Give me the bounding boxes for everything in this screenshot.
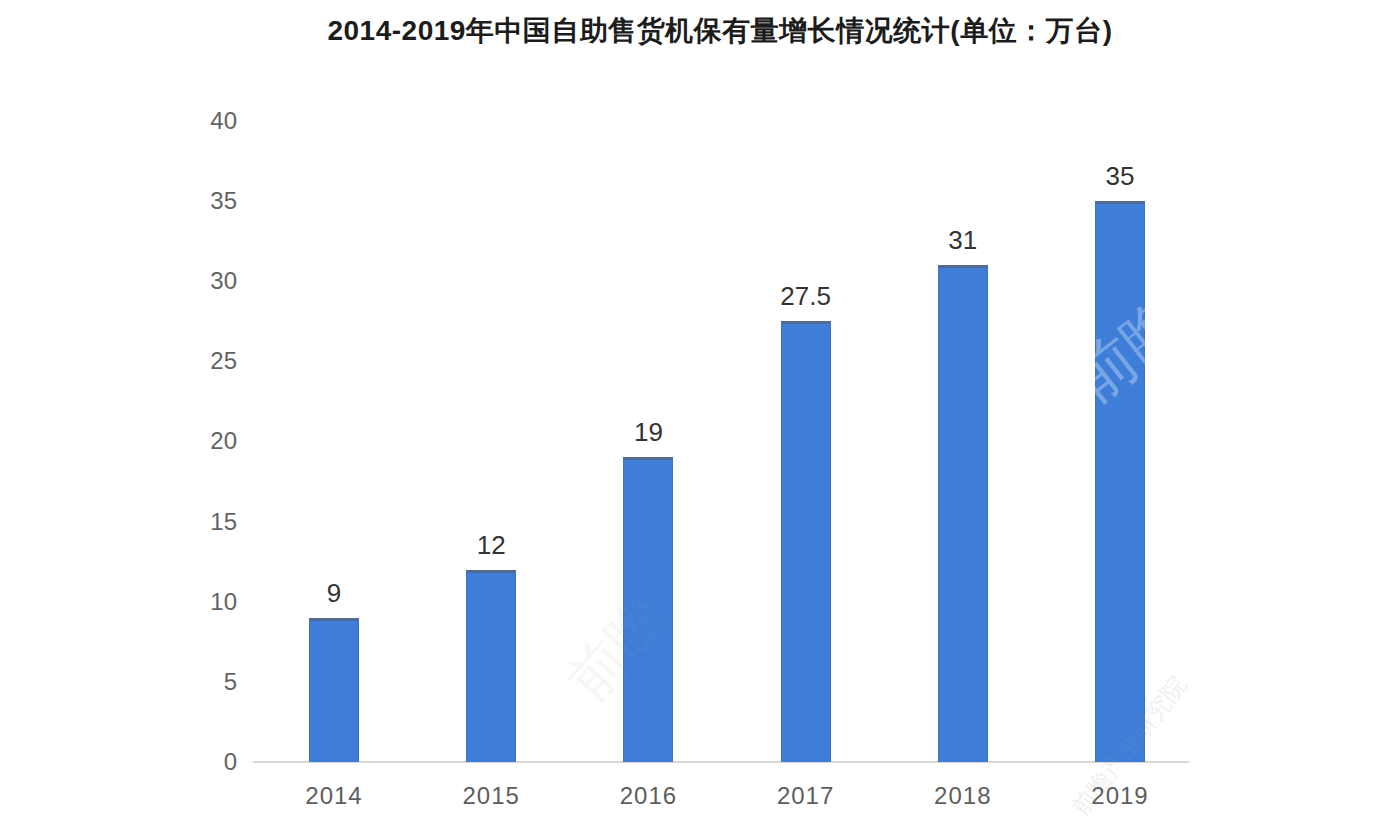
bar-value-label: 12	[421, 530, 561, 560]
y-axis-tick-label: 40	[167, 107, 237, 135]
bar-value-label: 35	[1050, 161, 1190, 191]
x-axis-label: 2016	[578, 782, 718, 810]
bar-value-label: 27.5	[736, 281, 876, 311]
y-axis-tick-label: 25	[167, 347, 237, 375]
bar	[938, 265, 988, 762]
y-axis-tick-label: 0	[167, 748, 237, 776]
bar-value-label: 31	[893, 225, 1033, 255]
plot-area: 05101520253035409201412201519201627.5201…	[0, 0, 1400, 836]
y-axis-tick-label: 20	[167, 427, 237, 455]
x-axis-label: 2018	[893, 782, 1033, 810]
x-axis-label: 2017	[736, 782, 876, 810]
x-axis-label: 2014	[264, 782, 404, 810]
x-axis-label: 2015	[421, 782, 561, 810]
y-axis-tick-label: 5	[167, 668, 237, 696]
x-axis-label: 2019	[1050, 782, 1190, 810]
bar	[466, 570, 516, 762]
y-axis-tick-label: 30	[167, 267, 237, 295]
bar	[309, 618, 359, 762]
bar	[1095, 201, 1145, 762]
y-axis-tick-label: 35	[167, 187, 237, 215]
bar-value-label: 19	[578, 417, 718, 447]
bar	[623, 457, 673, 762]
bar	[781, 321, 831, 762]
chart-canvas: 2014-2019年中国自助售货机保有量增长情况统计(单位：万台) 051015…	[0, 0, 1400, 836]
y-axis-tick-label: 10	[167, 588, 237, 616]
x-axis-line	[253, 761, 1189, 763]
bar-value-label: 9	[264, 578, 404, 608]
y-axis-tick-label: 15	[167, 508, 237, 536]
